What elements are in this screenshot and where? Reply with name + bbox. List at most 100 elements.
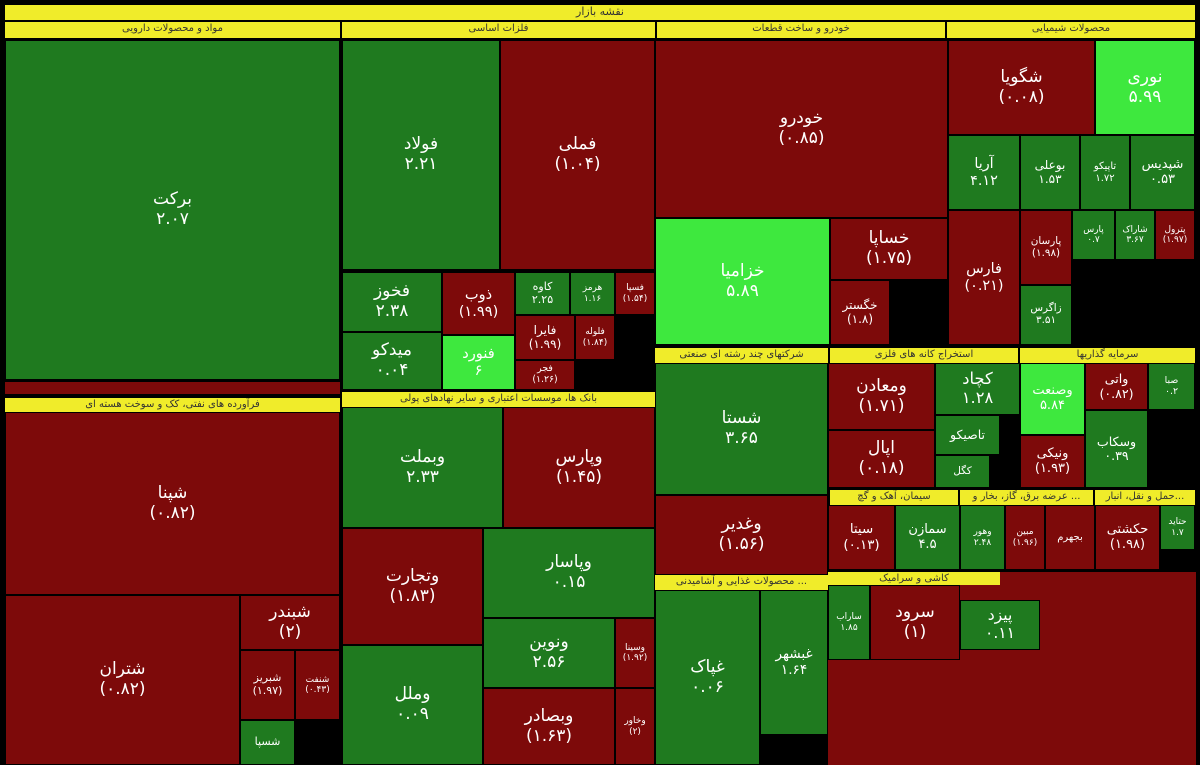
tile-change: (۰.۴۳) [305, 685, 330, 695]
tile: شنفت (۰.۴۳) [295, 650, 340, 720]
tile-name: پارس [1083, 224, 1104, 235]
tile-change: (۱.۷۵) [865, 248, 913, 268]
tile-name: خگستر [842, 297, 878, 312]
tile-change: (۰.۸۲) [1099, 385, 1134, 401]
tile-name: فنورد [462, 344, 495, 362]
tile-name: صبا [1164, 374, 1179, 386]
tile-change: (۱.۸) [846, 311, 874, 326]
tile-change: (۱.۰۴) [554, 154, 601, 174]
tile: شگویا (۰.۰۸) [948, 40, 1095, 135]
tile-change: ۲.۲۱ [404, 154, 438, 174]
tile: غبشهر ۱.۶۴ [760, 590, 828, 735]
tile-name: شستا [721, 408, 762, 429]
tile-change: (۰.۲۱) [964, 277, 1004, 294]
tile-name: پارسان [1030, 234, 1062, 247]
tile: کاوه ۲.۲۵ [515, 272, 570, 315]
tile: شاراک ۳.۶۷ [1115, 210, 1155, 260]
tile-name: شگویا [1000, 66, 1043, 87]
tile: بوعلی ۱.۵۳ [1020, 135, 1080, 210]
tile-name: فایرا [533, 322, 557, 337]
tile-change: ۳.۵۱ [1035, 314, 1057, 326]
tile: خگستر (۱.۸) [830, 280, 890, 345]
tile: وسینا (۱.۹۲) [615, 618, 655, 688]
tile: فخوز ۲.۳۸ [342, 272, 442, 332]
tile: آریا ۴.۱۲ [948, 135, 1020, 210]
tile-name: وپارس [555, 446, 603, 467]
tile-name: وبصادر [524, 705, 574, 726]
tile-name: ساراب [836, 612, 862, 623]
tile-name: فسپا [626, 283, 644, 294]
tile-name: خودرو [779, 108, 824, 129]
tile: خودرو (۰.۸۵) [655, 40, 948, 218]
tile: خساپا (۱.۷۵) [830, 218, 948, 280]
tile-name: وملل [394, 684, 431, 705]
tile: سمازن ۴.۵ [895, 505, 960, 570]
tile-change: (۱.۹۲) [622, 653, 648, 663]
tile-name: واتی [1104, 371, 1129, 387]
tile: تاصیکو [935, 415, 1000, 455]
tile: فملی (۱.۰۴) [500, 40, 655, 270]
tile-name: ذوب [464, 285, 493, 303]
tile-name: ونوین [529, 632, 569, 653]
tile-change: ۱.۶۴ [780, 661, 808, 678]
tile-change: (۰.۱۸) [858, 458, 905, 478]
tile-change: ۱.۸۵ [840, 622, 858, 633]
tile-change: (۰.۰۸) [998, 86, 1045, 107]
tile-change: (۲) [629, 726, 641, 737]
tile-name: تاپیکو [1093, 161, 1117, 172]
tile-change: (۲) [278, 621, 302, 642]
tile: کچاد ۱.۲۸ [935, 363, 1020, 415]
tile-change: (۱.۹۳) [1034, 460, 1071, 476]
tile-name: وتجارت [385, 565, 440, 586]
tile-name: هرمز [582, 283, 603, 294]
sector-title: فلزات اساسی [342, 22, 655, 38]
tile: وسکاب ۰.۳۹ [1085, 410, 1148, 488]
tile: کگل [935, 455, 990, 488]
tile-change: ۰.۰۴ [375, 360, 409, 380]
tile: هرمز ۱.۱۶ [570, 272, 615, 315]
sector-title: محصولات شیمیایی [947, 22, 1195, 38]
tile-change: ۱.۱۶ [583, 293, 602, 304]
tile: وغدیر (۱.۵۶) [655, 495, 828, 575]
tile-name: برکت [153, 189, 192, 210]
tile-change: (۱.۵۴) [622, 293, 648, 304]
tile: پیزد ۰.۱۱ [960, 600, 1040, 650]
tile-change: ۰.۵۳ [1149, 171, 1176, 187]
tile: نوری ۵.۹۹ [1095, 40, 1195, 135]
tile: وهور ۲.۴۸ [960, 505, 1005, 570]
tile-change: ۲.۳۳ [406, 466, 439, 487]
tile-name: وسکاب [1096, 433, 1137, 449]
tile-name: غپاک [690, 656, 725, 677]
tile-change: ۶ [474, 361, 483, 379]
tile: فلوله (۱.۸۴) [575, 315, 615, 360]
tile: سرود (۱) [870, 585, 960, 660]
tile: ومعادن (۱.۷۱) [828, 363, 935, 430]
tile: فولاد ۲.۲۱ [342, 40, 500, 270]
tile-name: کگل [953, 464, 972, 477]
tile: شستا ۳.۶۵ [655, 363, 828, 495]
tile-change: (۰.۸۵) [778, 128, 825, 148]
tile-change: ۰.۲ [1164, 385, 1179, 397]
tile-name: فولاد [403, 134, 439, 155]
tile-name: آریا [974, 155, 994, 172]
tile-change: (۱) [903, 621, 927, 642]
background-region [5, 382, 340, 394]
tile: صبا ۰.۲ [1148, 363, 1195, 410]
sector-title: خودرو و ساخت قطعات [657, 22, 945, 38]
tile: بجهرم [1045, 505, 1095, 570]
tile-name: حکشتی [1106, 521, 1149, 537]
sector-title: کاشی و سرامیک [828, 572, 1000, 585]
tile-change: (۰.۸۲) [99, 679, 146, 699]
sector-title: شرکتهای چند رشته ای صنعتی [655, 348, 828, 363]
tile-change: ۵.۸۹ [726, 280, 759, 301]
sector-title: بانک ها، موسسات اعتباری و سایر نهادهای پ… [342, 392, 655, 407]
tile-change: (۱.۹۹) [458, 302, 499, 320]
map-title: نقشه بازار [5, 5, 1195, 20]
tile-change: ۴.۱۲ [970, 172, 998, 189]
tile: فنورد ۶ [442, 335, 515, 390]
tile: خزامیا ۵.۸۹ [655, 218, 830, 345]
tile-name: اپال [868, 438, 895, 459]
tile-name: مبین [1016, 527, 1034, 538]
sector-title: فرآورده های نفتی، کک و سوخت هسته ای [5, 398, 340, 412]
tile-change: ۰.۷ [1087, 235, 1100, 245]
